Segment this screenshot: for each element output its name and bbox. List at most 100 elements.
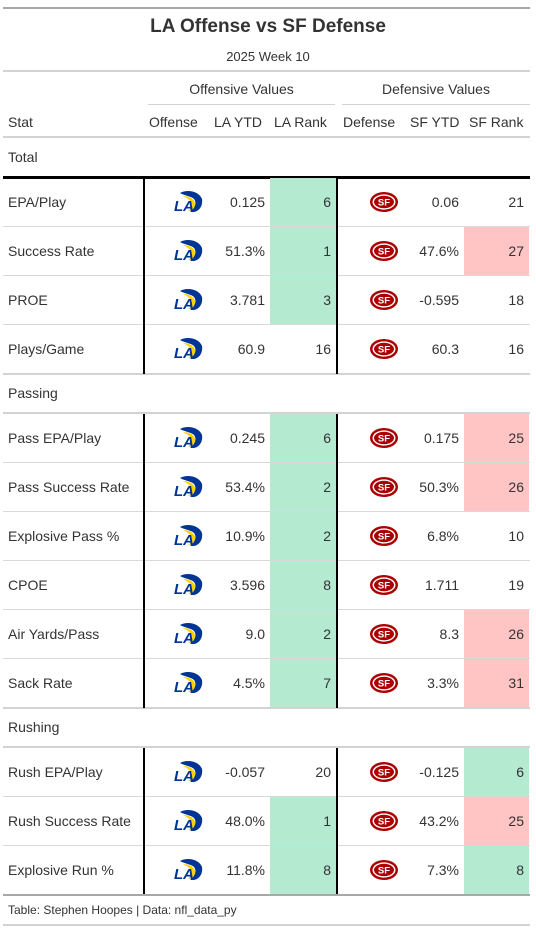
la-ytd-value: 48.0% <box>225 813 265 829</box>
row-divider <box>3 560 530 561</box>
svg-text:LA: LA <box>174 434 194 450</box>
rams-logo-icon: LA <box>173 239 203 264</box>
svg-text:LA: LA <box>174 198 194 214</box>
49ers-logo-icon: SF <box>369 426 399 450</box>
table-row: Success Rate LA 51.3% 1 SF 47.6% 27 <box>3 227 530 276</box>
table-row: Pass EPA/Play LA 0.245 6 SF 0.175 25 <box>3 414 530 463</box>
header-divider <box>3 70 530 72</box>
la-rank-value: 7 <box>270 659 336 707</box>
svg-text:SF: SF <box>378 581 390 592</box>
la-ytd-value: 0.125 <box>229 194 265 210</box>
la-ytd-value: 3.596 <box>229 577 265 593</box>
svg-text:SF: SF <box>378 247 390 258</box>
sf-rank-value: 16 <box>508 341 524 357</box>
la-ytd-value: 9.0 <box>245 626 265 642</box>
rams-logo-icon: LA <box>173 524 203 549</box>
sf-ytd-value: 3.3% <box>427 675 459 691</box>
table-row: Explosive Run % LA 11.8% 8 SF 7.3% 8 <box>3 846 530 895</box>
group-label-rushing: Rushing <box>8 719 60 735</box>
row-divider <box>3 845 530 846</box>
column-rule <box>143 748 145 895</box>
group-label-total: Total <box>8 149 38 165</box>
la-rank-value: 8 <box>270 846 336 894</box>
svg-text:SF: SF <box>378 296 390 307</box>
svg-text:SF: SF <box>378 866 390 877</box>
column-rule <box>143 178 145 374</box>
table-row: CPOE LA 3.596 8 SF 1.711 19 <box>3 561 530 610</box>
sf-rank-value: 6 <box>464 748 529 796</box>
row-divider <box>3 462 530 463</box>
stat-name: CPOE <box>8 577 48 593</box>
svg-text:SF: SF <box>378 483 390 494</box>
rams-logo-icon: LA <box>173 475 203 500</box>
sf-rank-value: 8 <box>464 846 529 894</box>
footer-border <box>3 924 530 926</box>
49ers-logo-icon: SF <box>369 858 399 882</box>
svg-text:LA: LA <box>174 679 194 695</box>
la-ytd-value: 11.8% <box>226 862 265 878</box>
svg-text:SF: SF <box>378 630 390 641</box>
la-ytd-value: 60.9 <box>237 341 265 357</box>
la-ytd-value: -0.057 <box>225 764 265 780</box>
rams-logo-icon: LA <box>173 760 203 785</box>
row-divider <box>3 226 530 227</box>
table-row: Explosive Pass % LA 10.9% 2 SF 6.8% 10 <box>3 512 530 561</box>
svg-text:SF: SF <box>378 434 390 445</box>
svg-text:LA: LA <box>174 483 194 499</box>
body-bottom-border <box>3 894 530 896</box>
rams-logo-icon: LA <box>173 858 203 883</box>
sf-rank-value: 19 <box>508 577 524 593</box>
stat-name: Pass Success Rate <box>8 479 130 495</box>
la-rank-value: 3 <box>270 276 336 324</box>
rams-logo-icon: LA <box>173 337 203 362</box>
sf-ytd-value: 60.3 <box>431 341 459 357</box>
la-ytd-value: 51.3% <box>225 243 265 259</box>
row-divider <box>3 658 530 659</box>
rams-logo-icon: LA <box>173 622 203 647</box>
la-rank-value: 1 <box>270 797 336 845</box>
la-rank-value: 6 <box>270 414 336 462</box>
col-header-sf-ytd: SF YTD <box>410 114 460 130</box>
table-row: PROE LA 3.781 3 SF -0.595 18 <box>3 276 530 325</box>
sf-rank-value: 25 <box>464 797 529 845</box>
49ers-logo-icon: SF <box>369 337 399 361</box>
sf-ytd-value: -0.125 <box>419 764 459 780</box>
column-rule <box>336 414 338 708</box>
svg-text:LA: LA <box>174 581 194 597</box>
group-bottom-divider <box>3 373 530 375</box>
table-title: LA Offense vs SF Defense <box>150 16 386 37</box>
sf-ytd-value: 47.6% <box>419 243 459 259</box>
svg-text:SF: SF <box>378 679 390 690</box>
spanner-defensive-values: Defensive Values <box>382 81 490 97</box>
rams-logo-icon: LA <box>173 671 203 696</box>
sf-rank-value: 25 <box>464 414 529 462</box>
sf-ytd-value: 43.2% <box>419 813 459 829</box>
sf-rank-value: 26 <box>464 463 529 511</box>
group-bottom-divider <box>3 707 530 709</box>
sf-rank-value: 27 <box>464 227 529 275</box>
49ers-logo-icon: SF <box>369 622 399 646</box>
sf-ytd-value: 50.3% <box>419 479 459 495</box>
rams-logo-icon: LA <box>173 288 203 313</box>
table-subtitle: 2025 Week 10 <box>226 49 310 64</box>
spanner-offensive-values: Offensive Values <box>189 81 294 97</box>
row-divider <box>3 324 530 325</box>
group-divider <box>3 176 530 179</box>
source-note: Table: Stephen Hoopes | Data: nfl_data_p… <box>8 903 237 917</box>
table-row: Pass Success Rate LA 53.4% 2 SF 50.3% 26 <box>3 463 530 512</box>
table-row: Air Yards/Pass LA 9.0 2 SF 8.3 26 <box>3 610 530 659</box>
stat-name: Rush EPA/Play <box>8 764 103 780</box>
col-header-stat: Stat <box>8 114 33 130</box>
stat-name: Rush Success Rate <box>8 813 131 829</box>
group-divider <box>3 746 530 748</box>
sf-rank-value: 31 <box>464 659 529 707</box>
table-row: Rush EPA/Play LA -0.057 20 SF -0.125 6 <box>3 748 530 797</box>
stat-name: Sack Rate <box>8 675 73 691</box>
svg-text:SF: SF <box>378 817 390 828</box>
sf-ytd-value: 0.175 <box>423 430 459 446</box>
spanner-offensive-underline <box>148 104 335 105</box>
la-ytd-value: 4.5% <box>233 675 265 691</box>
sf-ytd-value: 6.8% <box>427 528 459 544</box>
svg-text:SF: SF <box>378 345 390 356</box>
col-header-sf-rank: SF Rank <box>469 114 524 130</box>
